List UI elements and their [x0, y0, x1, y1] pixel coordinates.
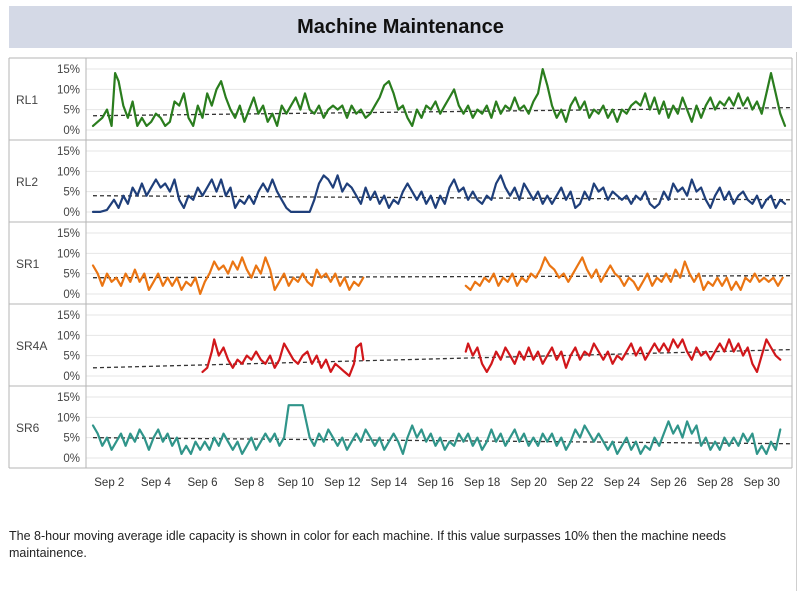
y-tick-label: 0% [63, 371, 80, 383]
y-tick-label: 5% [63, 187, 80, 199]
y-tick-label: 15% [57, 228, 80, 240]
trend-line-sr1 [92, 275, 793, 279]
y-tick-label: 0% [63, 207, 80, 219]
x-tick-label: Sep 4 [141, 477, 172, 489]
x-tick-label: Sep 26 [650, 477, 686, 489]
x-tick-label: Sep 10 [277, 477, 313, 489]
y-tick-label: 15% [57, 310, 80, 322]
x-tick-label: Sep 6 [187, 477, 217, 489]
frame-border [796, 52, 797, 591]
y-tick-label: 10% [57, 166, 80, 178]
y-tick-label: 15% [57, 392, 80, 404]
row-label-sr6: SR6 [16, 421, 40, 435]
y-tick-label: 0% [63, 289, 80, 301]
y-tick-label: 5% [63, 269, 80, 281]
chart-description: The 8-hour moving average idle capacity … [9, 529, 727, 560]
trend-line-sr6 [92, 436, 793, 445]
series-line-sr6 [91, 404, 782, 455]
y-tick-label: 15% [57, 64, 80, 76]
x-tick-label: Sep 8 [234, 477, 264, 489]
x-tick-label: Sep 20 [510, 477, 546, 489]
y-tick-label: 0% [63, 453, 80, 465]
series-line-sr4a [464, 338, 782, 373]
y-tick-label: 0% [63, 125, 80, 137]
y-tick-label: 5% [63, 351, 80, 363]
title-bar: Machine Maintenance [9, 6, 792, 48]
x-tick-label: Sep 14 [371, 477, 408, 489]
row-label-sr4a: SR4A [16, 339, 47, 353]
x-tick-label: Sep 28 [697, 477, 733, 489]
series-line-sr4a [201, 338, 365, 377]
y-tick-label: 10% [57, 248, 80, 260]
row-label-sr1: SR1 [16, 257, 40, 271]
y-tick-label: 5% [63, 105, 80, 117]
machine-maintenance-chart: 0% 5% 10% 15% RL1 0% 5% 10% 15% RL2 0% 5% 10% 15% SR1 0… [8, 57, 793, 489]
chart-title: Machine Maintenance [297, 15, 504, 38]
row-label-rl1: RL1 [16, 93, 38, 107]
y-tick-label: 10% [57, 412, 80, 424]
x-tick-label: Sep 18 [464, 477, 500, 489]
y-tick-label: 10% [57, 330, 80, 342]
series-line-rl2 [91, 174, 787, 213]
x-tick-label: Sep 30 [743, 477, 779, 489]
series-line-sr1 [464, 256, 784, 291]
series-line-sr1 [91, 256, 365, 295]
row-label-rl2: RL2 [16, 175, 38, 189]
x-tick-label: Sep 22 [557, 477, 593, 489]
y-tick-label: 15% [57, 146, 80, 158]
series-line-rl1 [91, 68, 787, 127]
trend-line-sr4a [92, 348, 793, 369]
x-tick-label: Sep 2 [94, 477, 124, 489]
x-tick-label: Sep 16 [417, 477, 453, 489]
y-tick-label: 10% [57, 84, 80, 96]
trend-line-rl2 [92, 195, 793, 201]
x-tick-label: Sep 12 [324, 477, 360, 489]
y-tick-label: 5% [63, 433, 80, 445]
x-tick-label: Sep 24 [604, 477, 641, 489]
